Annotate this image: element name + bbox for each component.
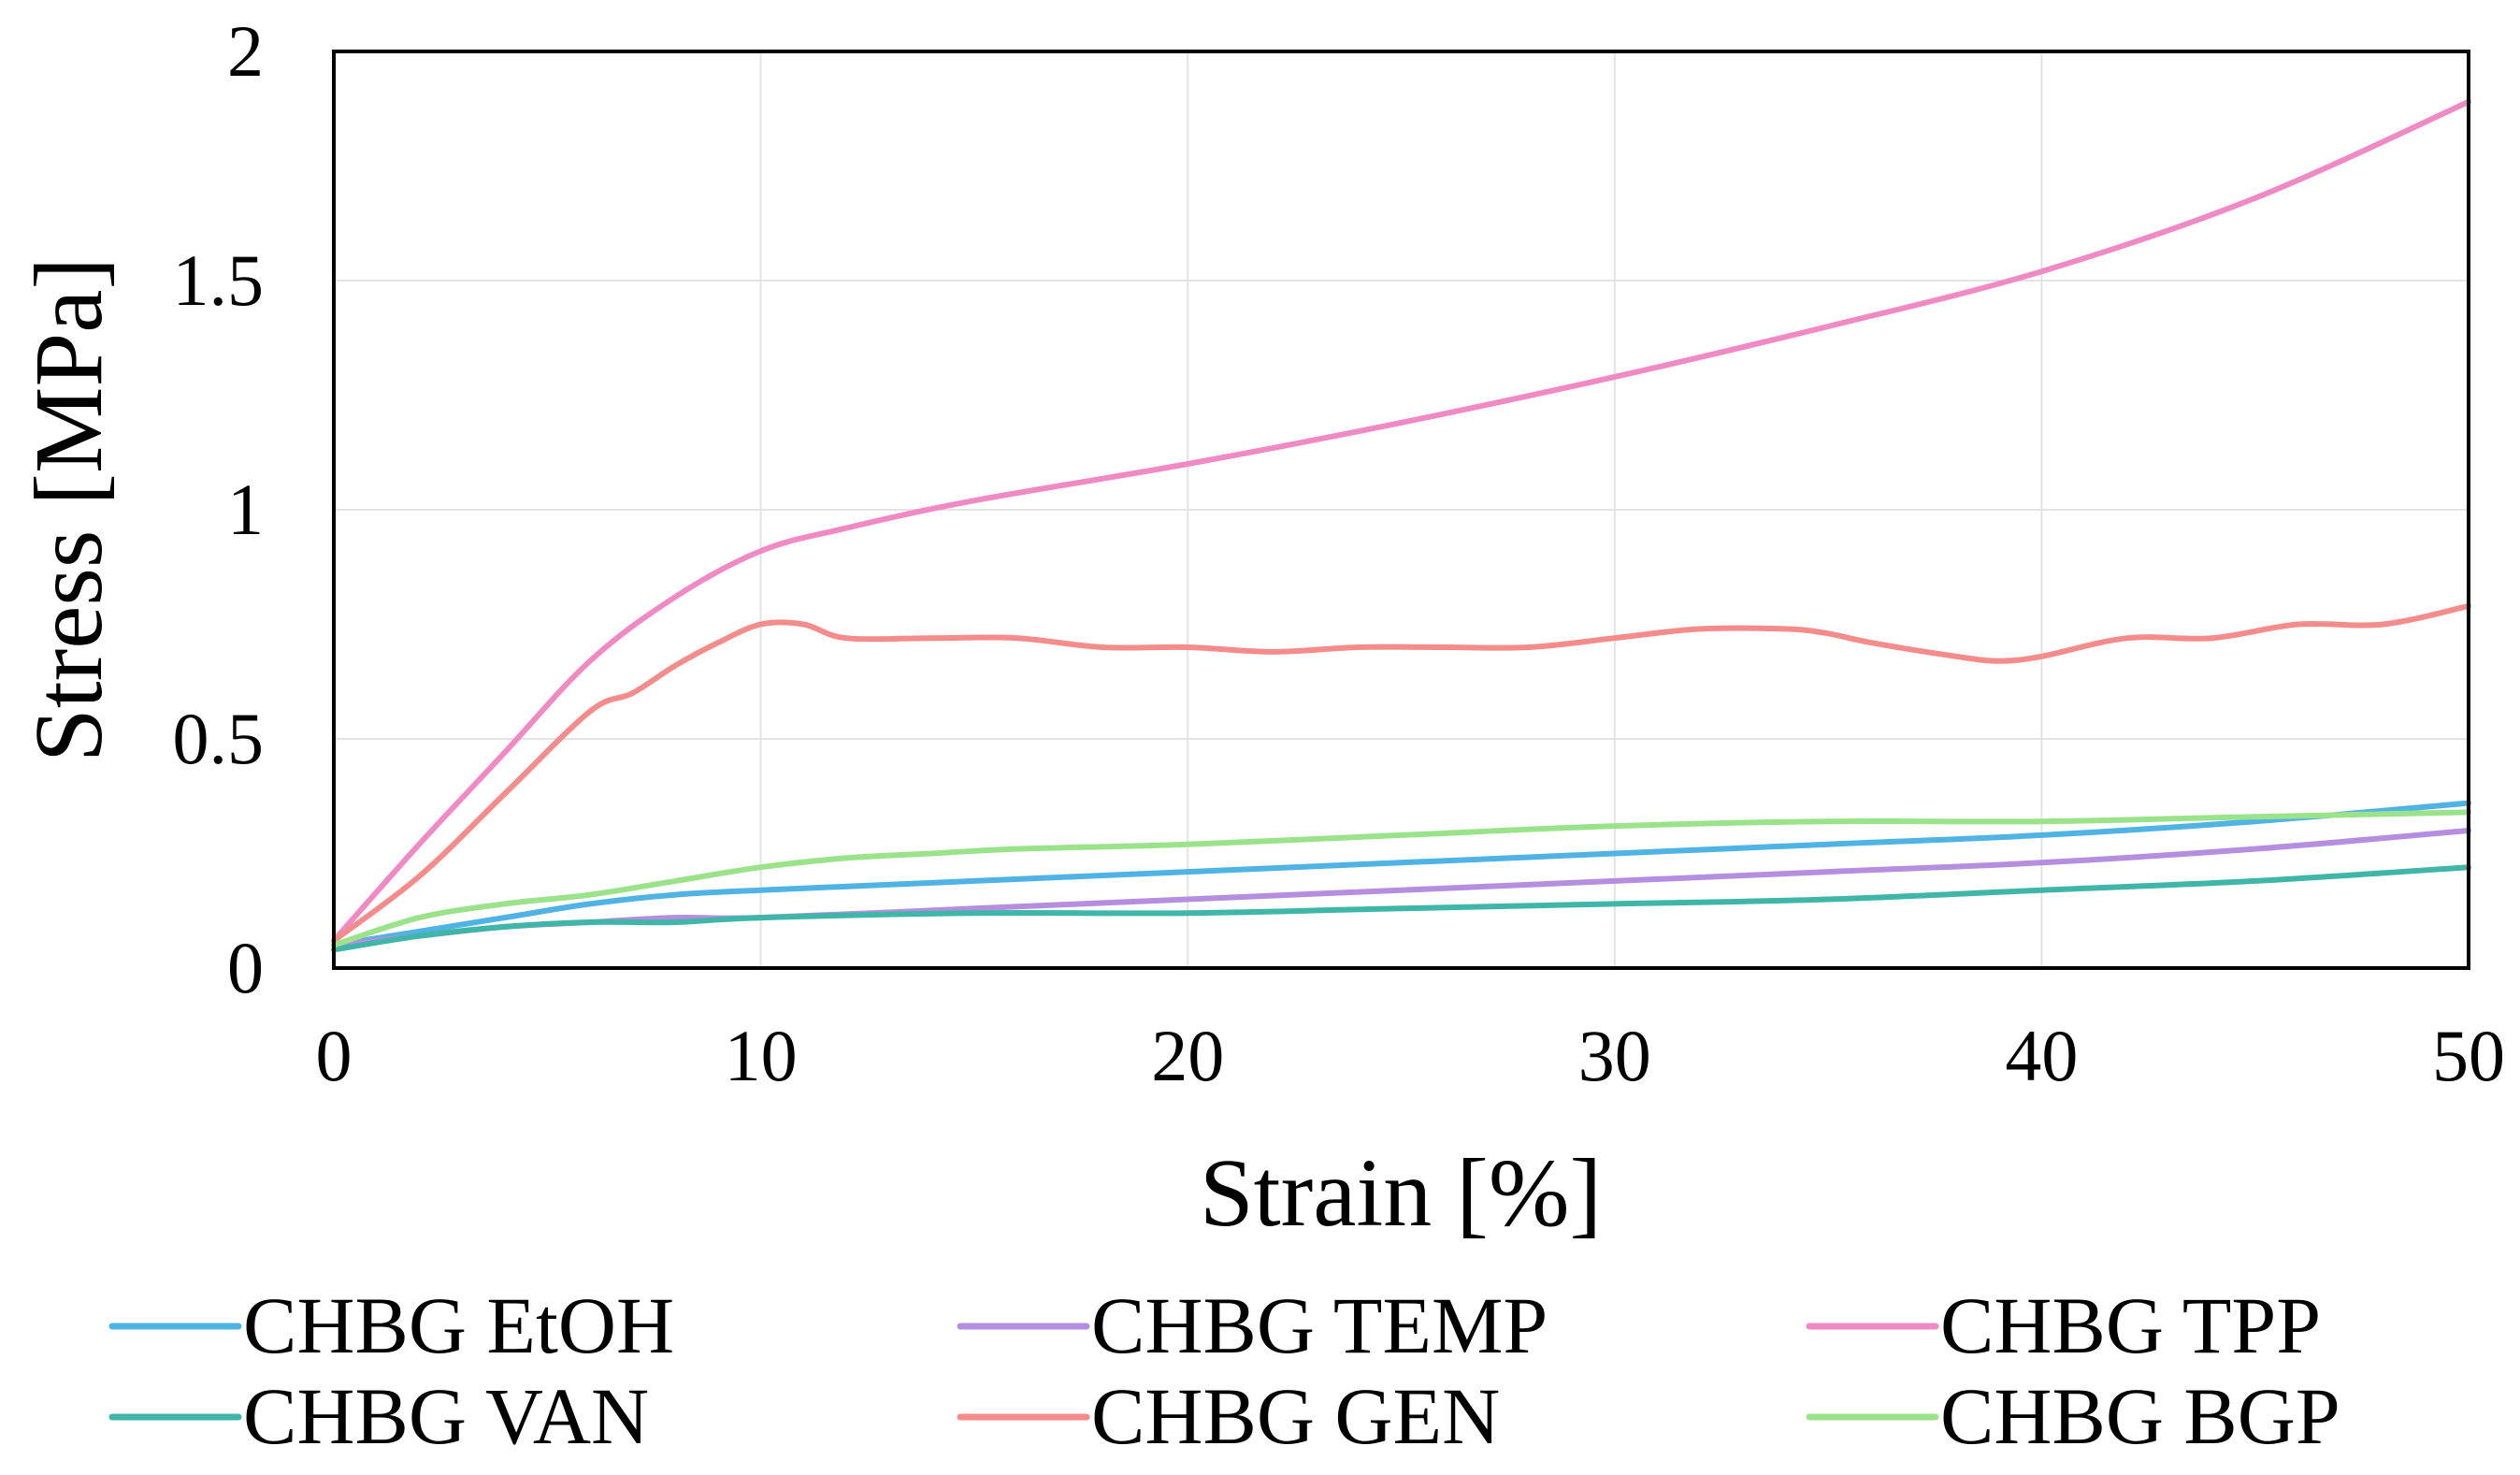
legend-label: CHBG TEMP <box>1091 1280 1548 1370</box>
legend-item: CHBG EtOH <box>108 1280 674 1370</box>
x-tick-label: 20 <box>1151 1015 1224 1096</box>
legend-item: CHBG TEMP <box>957 1280 1548 1370</box>
x-tick-label: 40 <box>2005 1015 2078 1096</box>
grid <box>334 51 2469 968</box>
x-axis-title: Strain [%] <box>1200 1139 1602 1247</box>
y-tick-label: 1 <box>227 469 264 550</box>
x-tick-label: 0 <box>316 1015 353 1096</box>
legend-label: CHBG VAN <box>243 1371 649 1461</box>
series-line-chbg-tpp <box>331 98 2471 944</box>
tick-labels: 0 10 20 30 40 50 0 0.5 1 1.5 2 <box>173 10 2506 1096</box>
legend-item: CHBG BGP <box>1806 1371 2340 1461</box>
legend-label: CHBG GEN <box>1091 1371 1500 1461</box>
series-line-chbg-gen <box>331 602 2471 944</box>
legend-label: CHBG TPP <box>1940 1280 2321 1370</box>
legend-label: CHBG BGP <box>1940 1371 2340 1461</box>
plot-area-frame <box>332 50 2470 970</box>
series-lines <box>331 98 2471 953</box>
y-tick-label: 0 <box>227 927 264 1008</box>
series-line-chbg-van <box>331 864 2471 953</box>
y-tick-label: 0.5 <box>173 698 265 779</box>
legend: CHBG EtOH CHBG TEMP CHBG TPP CHBG VAN CHBG G… <box>108 1280 2340 1461</box>
y-tick-label: 2 <box>227 10 264 92</box>
y-tick-label: 1.5 <box>173 239 265 321</box>
x-tick-label: 10 <box>725 1015 798 1096</box>
legend-item: CHBG GEN <box>957 1371 1500 1461</box>
legend-label: CHBG EtOH <box>243 1280 674 1370</box>
x-tick-label: 50 <box>2432 1015 2505 1096</box>
legend-item: CHBG TPP <box>1806 1280 2321 1370</box>
series-line-chbg-bgp <box>331 809 2471 948</box>
y-axis-title: Stress [MPa] <box>15 257 122 762</box>
series-line-chbg-etoh <box>331 800 2471 948</box>
x-tick-label: 30 <box>1578 1015 1651 1096</box>
legend-item: CHBG VAN <box>108 1371 649 1461</box>
